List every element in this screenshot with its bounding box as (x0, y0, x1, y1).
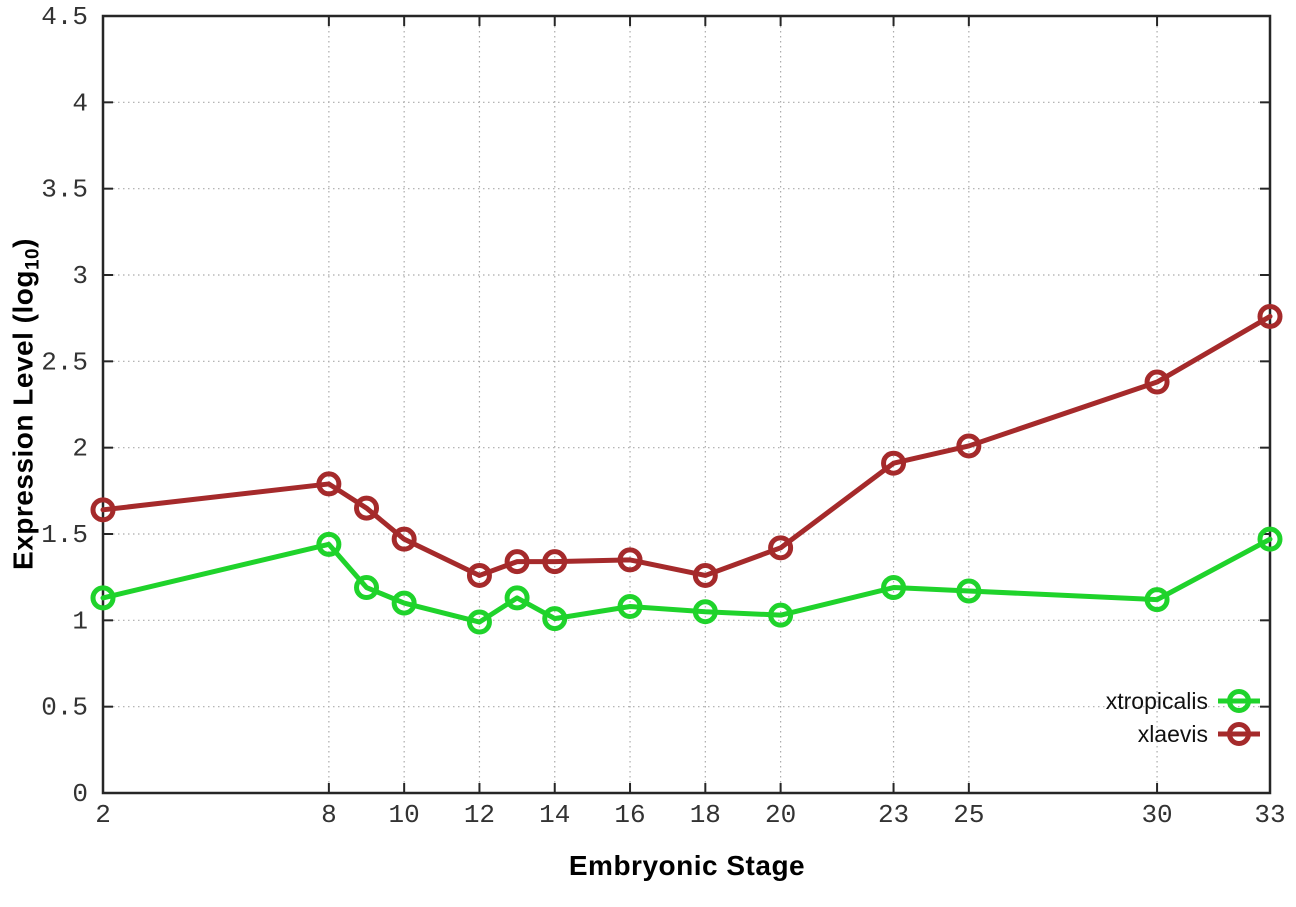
legend-item-xtropicalis: xtropicalis (1106, 685, 1260, 717)
y-axis-label: Expression Level (log10) (8, 238, 45, 570)
svg-text:0: 0 (72, 779, 88, 809)
legend-label-xlaevis: xlaevis (1137, 720, 1208, 747)
svg-text:12: 12 (464, 800, 495, 830)
svg-text:30: 30 (1141, 800, 1172, 830)
legend-marker-icon (1218, 722, 1260, 746)
svg-text:14: 14 (539, 800, 570, 830)
legend-marker-icon (1218, 689, 1260, 713)
svg-text:1.5: 1.5 (41, 520, 88, 550)
svg-text:23: 23 (878, 800, 909, 830)
svg-text:2: 2 (95, 800, 111, 830)
svg-text:2.5: 2.5 (41, 347, 88, 377)
svg-text:8: 8 (321, 800, 337, 830)
svg-text:25: 25 (953, 800, 984, 830)
svg-text:10: 10 (389, 800, 420, 830)
y-axis-label-subscript: 10 (22, 247, 44, 271)
svg-text:3.5: 3.5 (41, 175, 88, 205)
legend: xtropicalis xlaevis (1106, 685, 1260, 750)
svg-text:16: 16 (614, 800, 645, 830)
svg-text:18: 18 (690, 800, 721, 830)
y-axis-label-suffix: ) (7, 238, 39, 248)
x-axis-label: Embryonic Stage (568, 850, 806, 881)
legend-label-xtropicalis: xtropicalis (1105, 687, 1208, 714)
svg-text:4: 4 (72, 88, 88, 118)
svg-text:33: 33 (1254, 800, 1285, 830)
y-axis-label-text: Expression Level (log (7, 270, 39, 570)
svg-text:3: 3 (72, 261, 88, 291)
svg-text:20: 20 (765, 800, 796, 830)
legend-item-xlaevis: xlaevis (1106, 718, 1260, 750)
svg-text:4.5: 4.5 (41, 2, 88, 32)
svg-text:1: 1 (72, 606, 88, 636)
svg-text:2: 2 (72, 434, 88, 464)
svg-text:0.5: 0.5 (41, 693, 88, 723)
